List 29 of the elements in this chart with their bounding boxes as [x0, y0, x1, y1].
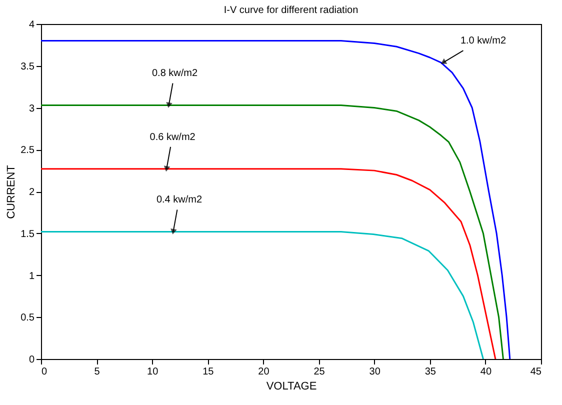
- x-tick-label: 40: [480, 366, 492, 378]
- x-tick-label: 20: [258, 366, 270, 378]
- y-tick-label: 3: [28, 103, 35, 114]
- y-tick-label: 4: [28, 20, 35, 30]
- x-tick-label: 0: [42, 366, 48, 378]
- x-tick-label: 45: [530, 366, 542, 378]
- x-tick-label: 15: [202, 366, 214, 378]
- x-tick-label: 10: [147, 366, 159, 378]
- y-tick-label: 2.5: [20, 145, 35, 156]
- annotation: 0.6 kw/m2: [150, 132, 196, 143]
- y-tick-label: 0: [28, 354, 35, 366]
- y-axis-title: CURRENT: [6, 164, 18, 219]
- y-tick-label: 1: [28, 270, 35, 282]
- annotation: 0.4 kw/m2: [156, 194, 202, 206]
- line-series: [41, 230, 484, 359]
- x-tick-label: 30: [369, 366, 381, 378]
- x-tick-label: 5: [94, 366, 100, 378]
- x-axis-title: VOLTAGE: [266, 380, 317, 392]
- y-tick-label: 3.5: [20, 61, 35, 72]
- annotation: 1.0 kw/m2: [460, 36, 506, 47]
- x-tick-label: 25: [314, 366, 326, 378]
- line-series: [41, 104, 504, 359]
- annotation: 0.8 kw/m2: [152, 68, 198, 80]
- y-tick-label: 0.5: [20, 312, 35, 324]
- chart-title: I-V curve for different radiation: [224, 5, 358, 16]
- x-tick-label: 35: [424, 366, 436, 378]
- y-tick-label: 2: [28, 187, 35, 198]
- line-series: [41, 168, 496, 359]
- y-tick-label: 1.5: [20, 228, 35, 240]
